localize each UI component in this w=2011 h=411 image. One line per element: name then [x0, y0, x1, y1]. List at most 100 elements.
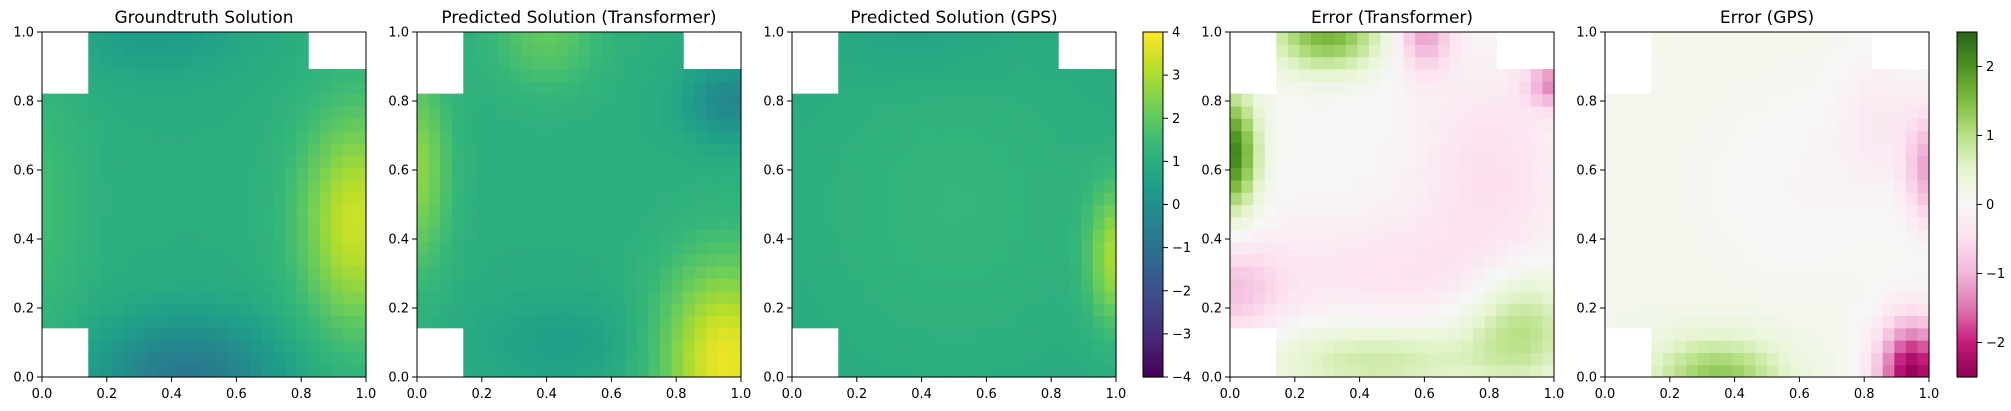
- heatmap-cell: [417, 142, 430, 156]
- heatmap-cell: [1438, 315, 1451, 329]
- heatmap-cell: [544, 155, 557, 169]
- heatmap-cell: [907, 290, 920, 304]
- heatmap-cell: [977, 130, 990, 144]
- heatmap-cell: [977, 56, 990, 70]
- heatmap-cell: [1709, 192, 1722, 206]
- heatmap-cell: [1023, 142, 1036, 156]
- heatmap-cell: [1720, 130, 1733, 144]
- heatmap-cell: [1686, 303, 1699, 316]
- heatmap-cell: [988, 68, 1001, 82]
- heatmap-cell: [65, 130, 78, 144]
- colorbar-segment: [1957, 195, 1977, 200]
- heatmap-cell: [1836, 167, 1849, 181]
- heatmap-cell: [1813, 155, 1826, 169]
- heatmap-cell: [625, 290, 638, 304]
- heatmap-cell: [65, 179, 78, 193]
- heatmap-cell: [250, 327, 263, 341]
- heatmap-cell: [451, 241, 464, 255]
- heatmap-cell: [1081, 204, 1094, 218]
- heatmap-cell: [815, 130, 828, 144]
- heatmap-cell: [123, 327, 136, 341]
- heatmap-cell: [354, 155, 367, 169]
- heatmap-cell: [907, 241, 920, 255]
- heatmap-cell: [873, 278, 886, 292]
- heatmap-cell: [694, 364, 707, 378]
- heatmap-cell: [1058, 155, 1071, 169]
- heatmap-cell: [1755, 118, 1768, 132]
- heatmap-cell: [1824, 56, 1838, 70]
- heatmap-cell: [1496, 241, 1509, 255]
- heatmap-cell: [180, 352, 194, 366]
- heatmap-cell: [1848, 155, 1861, 169]
- heatmap-cell: [1461, 229, 1474, 243]
- heatmap-cell: [1639, 290, 1652, 304]
- heatmap-cell: [273, 364, 286, 378]
- heatmap-cell: [660, 278, 673, 292]
- heatmap-cell: [555, 253, 569, 267]
- heatmap-cell: [1069, 352, 1082, 366]
- heatmap-cell: [65, 241, 78, 255]
- colorbar-segment: [1143, 316, 1163, 321]
- heatmap-cell: [1917, 81, 1930, 95]
- heatmap-cell: [1813, 352, 1826, 366]
- heatmap-cell: [1230, 253, 1243, 267]
- heatmap-cell: [1023, 192, 1036, 206]
- heatmap-cell: [1311, 241, 1324, 255]
- heatmap-cell: [204, 155, 217, 169]
- heatmap-cell: [965, 241, 978, 255]
- heatmap-cell: [1836, 315, 1849, 329]
- heatmap-cell: [729, 204, 742, 218]
- heatmap-cell: [1415, 266, 1428, 280]
- heatmap-cell: [204, 44, 217, 58]
- heatmap-cell: [428, 118, 441, 132]
- heatmap-cell: [250, 155, 263, 169]
- heatmap-cell: [849, 327, 863, 341]
- heatmap-cell: [1380, 167, 1393, 181]
- colorbar-segment: [1957, 72, 1977, 76]
- colorbar-segment: [1957, 319, 1977, 323]
- heatmap-cell: [1380, 266, 1393, 280]
- heatmap-cell: [1403, 340, 1416, 353]
- heatmap-cell: [555, 167, 569, 181]
- heatmap-cell: [486, 290, 499, 304]
- heatmap-cell: [694, 290, 707, 304]
- heatmap-cell: [1011, 352, 1025, 366]
- heatmap-cell: [1069, 81, 1082, 95]
- heatmap-cell: [1334, 68, 1347, 82]
- heatmap-cell: [204, 192, 217, 206]
- heatmap-cell: [1639, 167, 1652, 181]
- heatmap-cell: [192, 253, 205, 267]
- heatmap-cell: [532, 44, 545, 58]
- heatmap-cell: [1046, 155, 1059, 169]
- heatmap-cell: [849, 179, 863, 193]
- heatmap-cell: [1836, 216, 1849, 230]
- heatmap-cell: [215, 216, 228, 230]
- heatmap-cell: [463, 105, 476, 119]
- heatmap-cell: [1917, 315, 1930, 329]
- heatmap-cell: [1686, 327, 1699, 341]
- heatmap-cell: [1801, 179, 1814, 193]
- heatmap-cell: [625, 179, 638, 193]
- heatmap-cell: [636, 192, 650, 206]
- heatmap-cell: [907, 93, 920, 107]
- x-tick-label: 0.6: [1414, 387, 1435, 402]
- heatmap-cell: [694, 93, 707, 107]
- heatmap-cell: [1778, 352, 1791, 366]
- heatmap-cell: [1415, 216, 1428, 230]
- colorbar-segment: [1957, 152, 1977, 157]
- heatmap-cell: [1507, 155, 1520, 169]
- heatmap-cell: [873, 32, 886, 45]
- heatmap-cell: [1767, 253, 1780, 267]
- heatmap-cell: [567, 278, 580, 292]
- colorbar-tick-label: 0: [1986, 198, 1994, 213]
- colorbar-segment: [1143, 78, 1163, 82]
- heatmap-cell: [308, 142, 321, 156]
- heatmap-cell: [1662, 327, 1676, 341]
- heatmap-cell: [1732, 241, 1745, 255]
- heatmap-cell: [838, 204, 851, 218]
- heatmap-cell: [342, 327, 356, 341]
- heatmap-cell: [838, 216, 851, 230]
- colorbar-segment: [1957, 210, 1977, 214]
- heatmap-cell: [296, 278, 309, 292]
- heatmap-cell: [123, 216, 136, 230]
